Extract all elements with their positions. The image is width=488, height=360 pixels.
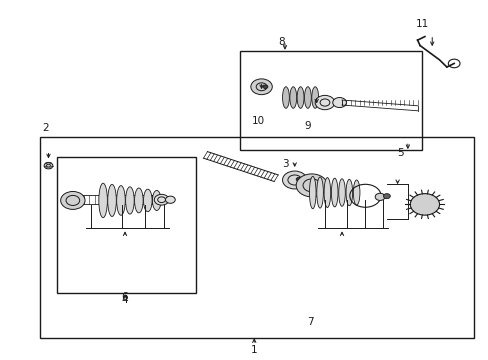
- Ellipse shape: [311, 87, 318, 108]
- Circle shape: [44, 162, 53, 169]
- Circle shape: [383, 194, 389, 199]
- Ellipse shape: [331, 178, 337, 207]
- Ellipse shape: [143, 189, 152, 212]
- Ellipse shape: [134, 188, 143, 213]
- Circle shape: [61, 192, 85, 210]
- Bar: [239, 51, 422, 149]
- Ellipse shape: [297, 87, 304, 108]
- Text: 2: 2: [42, 123, 49, 133]
- Bar: [40, 137, 473, 338]
- Ellipse shape: [338, 179, 345, 206]
- Text: 11: 11: [415, 19, 428, 29]
- Circle shape: [296, 177, 301, 181]
- Bar: [57, 157, 195, 293]
- Circle shape: [154, 194, 168, 205]
- Circle shape: [296, 174, 327, 197]
- Text: 9: 9: [304, 121, 310, 131]
- Ellipse shape: [346, 179, 352, 206]
- Circle shape: [332, 98, 346, 108]
- Circle shape: [263, 85, 267, 89]
- Text: 5: 5: [396, 148, 403, 158]
- Text: 8: 8: [277, 37, 284, 47]
- Ellipse shape: [353, 180, 359, 205]
- Ellipse shape: [324, 177, 330, 207]
- Ellipse shape: [316, 177, 323, 208]
- Text: 7: 7: [306, 317, 313, 327]
- Circle shape: [409, 194, 439, 215]
- Ellipse shape: [107, 184, 116, 216]
- Ellipse shape: [117, 186, 125, 215]
- Ellipse shape: [282, 87, 289, 108]
- Text: 10: 10: [251, 116, 264, 126]
- Text: 3: 3: [282, 159, 289, 169]
- Text: 4: 4: [122, 295, 128, 305]
- Text: 1: 1: [250, 345, 257, 355]
- Text: 6: 6: [122, 292, 128, 302]
- Ellipse shape: [289, 87, 296, 108]
- Circle shape: [282, 171, 306, 189]
- Ellipse shape: [99, 183, 107, 218]
- Circle shape: [165, 196, 175, 203]
- Circle shape: [315, 95, 334, 110]
- Bar: [281, 83, 320, 112]
- Ellipse shape: [309, 176, 315, 209]
- Circle shape: [250, 79, 272, 95]
- Circle shape: [374, 193, 384, 201]
- Ellipse shape: [152, 190, 161, 211]
- Ellipse shape: [304, 87, 311, 108]
- Ellipse shape: [125, 187, 134, 214]
